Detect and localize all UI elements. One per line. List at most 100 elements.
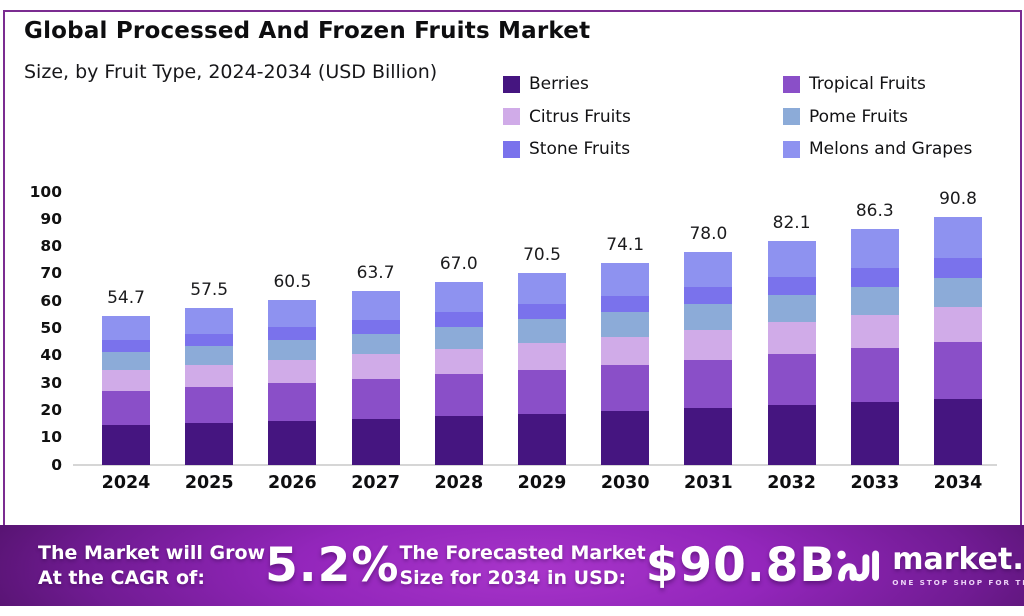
legend-swatch-icon xyxy=(503,140,520,158)
bar-2024 xyxy=(102,315,150,465)
bar-segment-melons-and-grapes xyxy=(102,315,150,340)
bar-segment-stone-fruits xyxy=(767,277,816,296)
y-axis-tick: 10 xyxy=(40,428,62,447)
bar-segment-berries xyxy=(185,423,234,465)
bar-segment-pome-fruits xyxy=(684,304,733,330)
bar-segment-tropical-fruits xyxy=(767,353,816,406)
bar-total-label: 86.3 xyxy=(855,201,894,222)
bar-total-label: 57.5 xyxy=(190,280,229,301)
forecast-label-line2: Size for 2034 in USD: xyxy=(399,566,627,589)
forecast-value: $90.8B xyxy=(645,538,837,593)
bar-segment-pome-fruits xyxy=(102,351,150,370)
bar-segment-tropical-fruits xyxy=(434,374,483,417)
brand-text: market.us ONE STOP SHOP FOR THE REPORTS xyxy=(892,541,1024,587)
bottom-banner: The Market will Grow At the CAGR of: 5.2… xyxy=(0,525,1024,606)
legend-item-pome-fruits: Pome Fruits xyxy=(783,107,908,127)
bar-segment-tropical-fruits xyxy=(185,387,234,424)
bar-segment-pome-fruits xyxy=(434,326,483,349)
brand-name: market.us xyxy=(892,541,1024,577)
market-us-logo: market.us ONE STOP SHOP FOR THE REPORTS xyxy=(836,541,1024,587)
bar-segment-berries xyxy=(601,411,650,465)
legend-item-citrus-fruits: Citrus Fruits xyxy=(503,107,631,127)
bar-total-label: 63.7 xyxy=(356,263,395,284)
x-axis-label: 2031 xyxy=(684,473,733,493)
legend-label: Melons and Grapes xyxy=(809,139,973,159)
bar-segment-stone-fruits xyxy=(684,287,733,305)
bar-segment-melons-and-grapes xyxy=(518,272,566,305)
x-axis-label: 2033 xyxy=(850,473,900,493)
cagr-label-line2: At the CAGR of: xyxy=(38,566,205,589)
legend-label: Tropical Fruits xyxy=(809,74,926,94)
legend-swatch-icon xyxy=(783,75,800,93)
y-axis-tick: 60 xyxy=(40,291,62,310)
y-axis-tick: 80 xyxy=(40,237,62,256)
x-axis-label: 2027 xyxy=(351,473,400,493)
y-axis-tick: 30 xyxy=(40,373,62,392)
bar-segment-tropical-fruits xyxy=(268,383,317,422)
bar-2034 xyxy=(934,217,982,465)
bar-segment-pome-fruits xyxy=(185,346,234,366)
bar-segment-tropical-fruits xyxy=(601,365,650,412)
legend-item-melons-and-grapes: Melons and Grapes xyxy=(783,139,972,159)
forecast-label: The Forecasted Market Size for 2034 in U… xyxy=(399,541,645,590)
bar-total-label: 70.5 xyxy=(523,244,561,265)
bar-segment-stone-fruits xyxy=(268,327,317,341)
bar-segment-citrus-fruits xyxy=(767,322,816,354)
y-axis-tick: 40 xyxy=(40,346,62,365)
bar-segment-berries xyxy=(767,405,816,465)
y-axis-tick: 70 xyxy=(40,264,62,283)
bar-segment-tropical-fruits xyxy=(850,348,899,403)
bar-segment-citrus-fruits xyxy=(102,369,150,391)
bar-segment-berries xyxy=(850,402,899,465)
bar-segment-berries xyxy=(684,408,733,465)
bar-total-label: 54.7 xyxy=(107,287,145,308)
bar-segment-melons-and-grapes xyxy=(351,291,400,320)
legend-label: Berries xyxy=(529,74,589,94)
bar-segment-melons-and-grapes xyxy=(434,282,483,313)
bar-segment-pome-fruits xyxy=(351,333,400,355)
bar-segment-tropical-fruits xyxy=(684,359,733,409)
bar-segment-citrus-fruits xyxy=(934,307,982,343)
legend-swatch-icon xyxy=(783,140,800,158)
bar-segment-stone-fruits xyxy=(518,304,566,320)
bar-segment-stone-fruits xyxy=(434,312,483,327)
bar-segment-pome-fruits xyxy=(268,340,317,361)
x-axis-line xyxy=(73,464,997,466)
x-axis-label: 2025 xyxy=(184,473,234,493)
legend-label: Pome Fruits xyxy=(809,106,909,127)
bar-total-label: 60.5 xyxy=(273,271,312,292)
bar-total-label: 78.0 xyxy=(689,224,728,245)
bar-segment-citrus-fruits xyxy=(268,360,317,384)
bar-segment-stone-fruits xyxy=(351,319,400,334)
bar-segment-pome-fruits xyxy=(767,295,816,323)
legend-label: Stone Fruits xyxy=(529,139,631,159)
bar-segment-tropical-fruits xyxy=(102,390,150,426)
bar-total-label: 82.1 xyxy=(772,212,811,233)
bar-2028 xyxy=(434,282,483,465)
x-axis-label: 2034 xyxy=(933,473,983,493)
bar-segment-melons-and-grapes xyxy=(934,217,982,258)
legend-swatch-icon xyxy=(503,108,520,125)
bar-segment-berries xyxy=(434,416,483,465)
bar-segment-melons-and-grapes xyxy=(268,299,317,328)
bar-segment-pome-fruits xyxy=(850,286,899,316)
legend-swatch-icon xyxy=(783,108,800,125)
bar-segment-stone-fruits xyxy=(601,296,650,313)
legend-item-tropical-fruits: Tropical Fruits xyxy=(783,74,926,94)
bar-segment-citrus-fruits xyxy=(601,336,650,366)
bar-segment-melons-and-grapes xyxy=(601,262,650,297)
bar-2029 xyxy=(518,272,566,465)
legend-label: Citrus Fruits xyxy=(529,106,631,127)
bar-segment-citrus-fruits xyxy=(434,348,483,375)
bar-2032 xyxy=(767,240,816,465)
y-axis-tick: 50 xyxy=(40,319,62,337)
bar-2030 xyxy=(601,262,650,465)
y-axis-tick: 0 xyxy=(51,455,62,474)
bar-segment-berries xyxy=(518,413,566,465)
bar-segment-stone-fruits xyxy=(934,257,982,278)
chart-subtitle: Size, by Fruit Type, 2024-2034 (USD Bill… xyxy=(24,61,438,83)
brand-tagline: ONE STOP SHOP FOR THE REPORTS xyxy=(892,577,1024,587)
x-axis-label: 2029 xyxy=(517,473,567,493)
bar-2031 xyxy=(684,252,733,465)
